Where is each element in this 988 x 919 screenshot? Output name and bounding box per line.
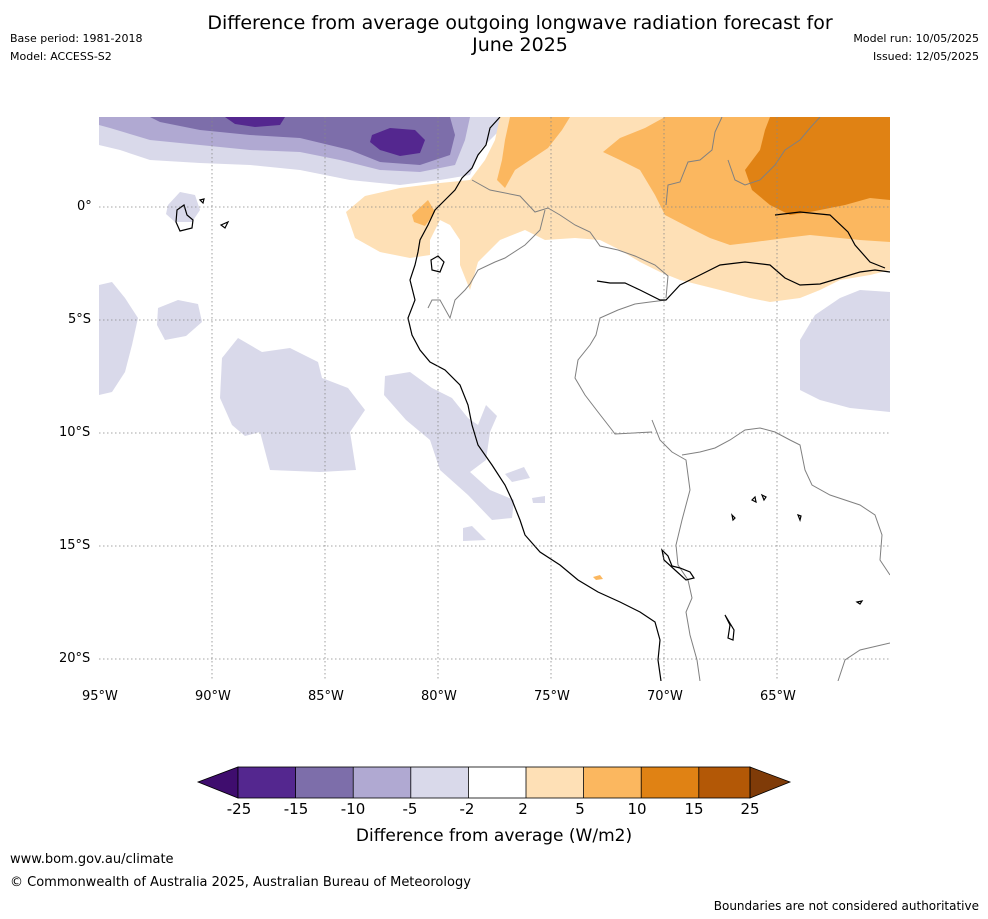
- anomaly-minus-west-a: [99, 282, 138, 395]
- title-line-1: Difference from average outgoing longwav…: [207, 12, 833, 34]
- anomaly-plus-10-15: [745, 117, 890, 215]
- anomaly-minus-central: [220, 338, 365, 472]
- lat-label-20s: 20°S: [59, 651, 91, 666]
- website-link[interactable]: www.bom.gov.au/climate: [10, 852, 174, 867]
- map-area: [99, 117, 890, 681]
- colorbar-swatch-7: [583, 767, 642, 798]
- colorbar: [196, 766, 792, 799]
- anomaly-minus-small-b: [532, 496, 545, 503]
- copyright-text: © Commonwealth of Australia 2025, Austra…: [10, 875, 471, 890]
- anomaly-plus-5-10-tiny: [412, 200, 435, 226]
- anomaly-minus-coastal: [384, 372, 514, 520]
- lat-label-0: 0°: [77, 199, 92, 214]
- lon-label-75w: 75°W: [534, 689, 570, 704]
- anomaly-plus-5-10-speck: [593, 575, 603, 580]
- colorbar-swatch-6: [526, 767, 584, 798]
- anomaly-minus-15-25-a: [225, 117, 285, 127]
- base-period: Base period: 1981-2018: [10, 32, 143, 45]
- colorbar-swatch-8: [641, 767, 699, 798]
- lat-label-5s: 5°S: [68, 312, 92, 327]
- colorbar-extend-low: [196, 766, 239, 799]
- lon-label-65w: 65°W: [760, 689, 796, 704]
- colorbar-tick: -25: [226, 800, 252, 818]
- boundaries-disclaimer: Boundaries are not considered authoritat…: [713, 899, 979, 913]
- colorbar-tick: 2: [518, 800, 528, 818]
- colorbar-ticks: -25 -15 -10 -5 -2 2 5 10 15 25: [0, 800, 988, 820]
- colorbar-tick: 5: [575, 800, 585, 818]
- colorbar-tick: -2: [459, 800, 475, 818]
- lon-label-90w: 90°W: [195, 689, 231, 704]
- title-line-2: June 2025: [472, 34, 568, 56]
- colorbar-tick: -15: [283, 800, 309, 818]
- anomaly-plus-5-10: [497, 117, 570, 188]
- colorbar-tick: -5: [402, 800, 418, 818]
- colorbar-tick: 25: [740, 800, 760, 818]
- colorbar-extend-high: [749, 766, 792, 799]
- lon-label-70w: 70°W: [647, 689, 683, 704]
- colorbar-swatch-1: [238, 767, 296, 798]
- colorbar-label: Difference from average (W/m2): [355, 826, 633, 846]
- colorbar-swatch-9: [698, 767, 750, 798]
- anomaly-minus-10-15-north: [150, 117, 455, 165]
- lon-label-95w: 95°W: [82, 689, 118, 704]
- colorbar-swatch-4: [410, 767, 469, 798]
- colorbar-swatch-5: [468, 767, 526, 798]
- issued-date: Issued: 12/05/2025: [872, 50, 979, 63]
- model-run: Model run: 10/05/2025: [853, 32, 979, 45]
- lon-label-80w: 80°W: [421, 689, 457, 704]
- anomaly-minus-east: [800, 290, 890, 412]
- chart-title: Difference from average outgoing longwav…: [0, 12, 988, 56]
- lat-label-15s: 15°S: [59, 538, 91, 553]
- anomaly-minus-small-a: [505, 467, 530, 482]
- colorbar-swatch-2: [295, 767, 354, 798]
- lon-label-85w: 85°W: [308, 689, 344, 704]
- coastlines: [175, 117, 890, 681]
- anomaly-minus-small-c: [463, 526, 486, 541]
- colorbar-tick: -10: [340, 800, 366, 818]
- colorbar-tick: 10: [627, 800, 647, 818]
- colorbar-tick: 15: [684, 800, 704, 818]
- colorbar-swatch-3: [353, 767, 411, 798]
- anomaly-minus-15-25-b: [370, 128, 425, 156]
- lat-label-10s: 10°S: [59, 425, 91, 440]
- model-name: Model: ACCESS-S2: [10, 50, 112, 63]
- country-borders: [427, 117, 890, 681]
